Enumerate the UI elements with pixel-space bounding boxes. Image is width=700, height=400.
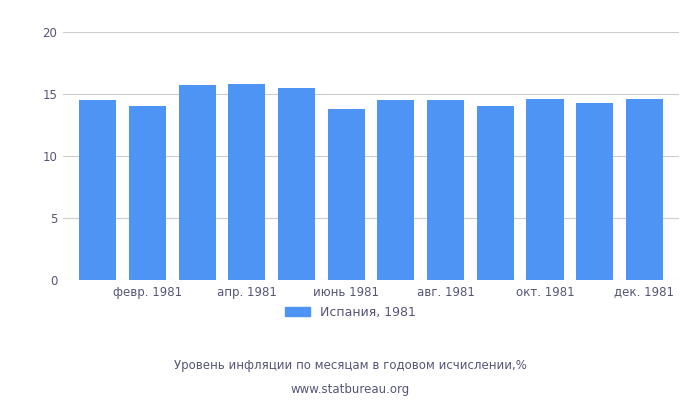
Bar bbox=[526, 99, 564, 280]
Bar bbox=[178, 85, 216, 280]
Bar bbox=[477, 106, 514, 280]
Bar bbox=[377, 100, 414, 280]
Bar bbox=[427, 100, 464, 280]
Bar bbox=[228, 84, 265, 280]
Text: www.statbureau.org: www.statbureau.org bbox=[290, 384, 410, 396]
Legend: Испания, 1981: Испания, 1981 bbox=[279, 301, 421, 324]
Bar bbox=[278, 88, 315, 280]
Bar bbox=[79, 100, 116, 280]
Bar bbox=[129, 106, 166, 280]
Bar bbox=[328, 109, 365, 280]
Text: Уровень инфляции по месяцам в годовом исчислении,%: Уровень инфляции по месяцам в годовом ис… bbox=[174, 360, 526, 372]
Bar bbox=[626, 99, 663, 280]
Bar bbox=[576, 103, 613, 280]
